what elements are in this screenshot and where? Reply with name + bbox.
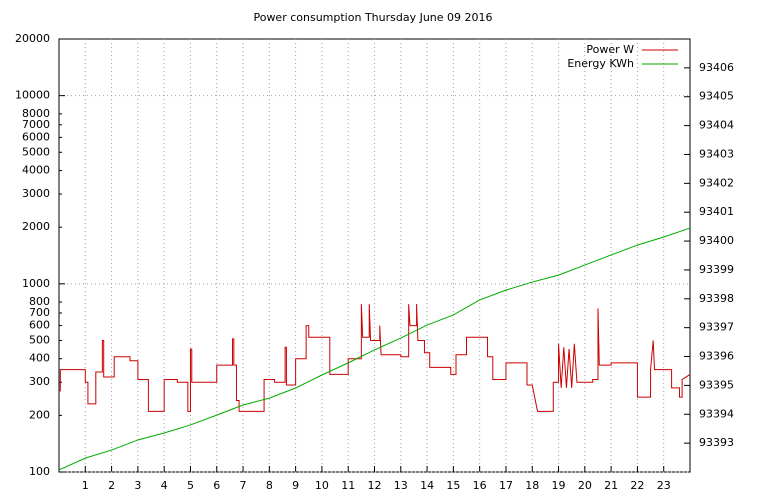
y-tick-label: 8000 (22, 107, 50, 120)
y-tick-label: 600 (29, 319, 50, 332)
y-tick-label: 700 (29, 306, 50, 319)
x-tick-label: 23 (657, 479, 671, 492)
y2-tick-label: 93399 (699, 263, 734, 276)
y-tick-label: 3000 (22, 187, 50, 200)
y-tick-label: 4000 (22, 164, 50, 177)
data-line (58, 227, 691, 471)
legend-label: Power W (586, 43, 634, 56)
y-tick-label: 400 (29, 352, 50, 365)
x-tick-label: 3 (134, 479, 141, 492)
x-tick-label: 4 (161, 479, 168, 492)
x-tick-label: 11 (341, 479, 355, 492)
y-tick-label: 10000 (15, 89, 50, 102)
y2-tick-label: 93397 (699, 321, 734, 334)
y2-tick-label: 93402 (699, 176, 734, 189)
y-tick-label: 800 (29, 295, 50, 308)
x-tick-label: 7 (240, 479, 247, 492)
y-tick-label: 5000 (22, 145, 50, 158)
y-tick-label: 300 (29, 375, 50, 388)
chart-title: Power consumption Thursday June 09 2016 (253, 11, 492, 24)
x-tick-label: 17 (499, 479, 513, 492)
y2-tick-label: 93398 (699, 292, 734, 305)
y2-tick-label: 93403 (699, 147, 734, 160)
x-tick-label: 10 (315, 479, 329, 492)
data-line (59, 304, 691, 412)
x-tick-label: 18 (525, 479, 539, 492)
y-tick-label: 500 (29, 333, 50, 346)
y-tick-label: 1000 (22, 277, 50, 290)
x-tick-label: 8 (266, 479, 273, 492)
x-tick-label: 19 (552, 479, 566, 492)
x-tick-label: 9 (292, 479, 299, 492)
y2-tick-label: 93394 (699, 407, 734, 420)
y2-tick-label: 93393 (699, 436, 734, 449)
x-tick-label: 1 (82, 479, 89, 492)
y2-tick-label: 93404 (699, 119, 734, 132)
y-tick-label: 7000 (22, 118, 50, 131)
x-tick-label: 20 (578, 479, 592, 492)
x-tick-label: 16 (473, 479, 487, 492)
x-tick-label: 21 (604, 479, 618, 492)
x-tick-label: 5 (187, 479, 194, 492)
y2-tick-label: 93401 (699, 205, 734, 218)
x-tick-label: 15 (446, 479, 460, 492)
y-tick-label: 100 (29, 465, 50, 478)
y2-tick-label: 93396 (699, 350, 734, 363)
y-tick-label: 6000 (22, 130, 50, 143)
x-tick-label: 6 (213, 479, 220, 492)
y2-tick-label: 93395 (699, 378, 734, 391)
x-tick-label: 2 (108, 479, 115, 492)
x-tick-label: 13 (394, 479, 408, 492)
y-tick-label: 2000 (22, 220, 50, 233)
x-tick-label: 22 (630, 479, 644, 492)
y2-tick-label: 93400 (699, 234, 734, 247)
y2-tick-label: 93406 (699, 61, 734, 74)
y-tick-label: 200 (29, 408, 50, 421)
x-tick-label: 12 (368, 479, 382, 492)
y-tick-label: 20000 (15, 32, 50, 45)
y2-tick-label: 93405 (699, 90, 734, 103)
legend-label: Energy KWh (567, 57, 634, 70)
x-tick-label: 14 (420, 479, 434, 492)
